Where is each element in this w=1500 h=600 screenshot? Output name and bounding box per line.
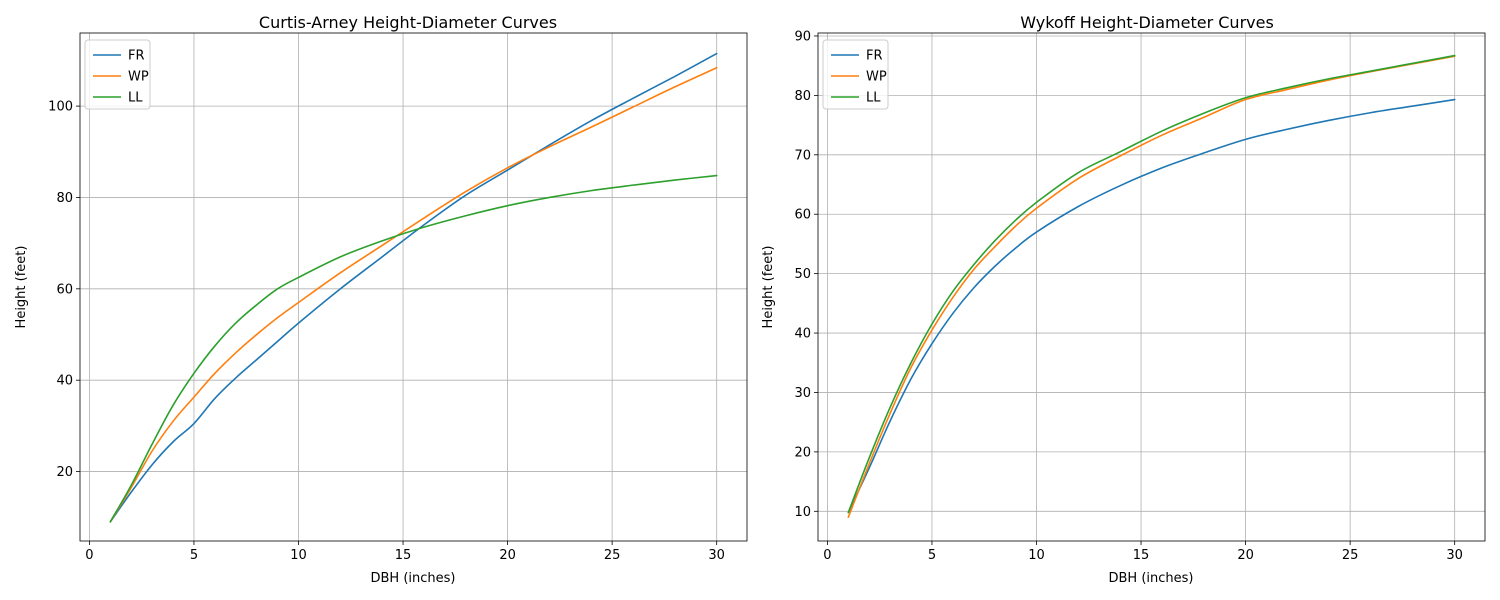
legend-item-wp: WP <box>831 70 887 85</box>
legend: FR WP LL <box>84 39 151 110</box>
y-tick-label: 70 <box>794 148 811 163</box>
y-tick-label: 20 <box>794 445 811 460</box>
x-tick-label: 20 <box>1237 548 1254 563</box>
legend-box <box>822 39 889 110</box>
y-axis: 20 40 60 80 100 <box>48 100 80 480</box>
legend: FR WP LL <box>822 39 889 110</box>
x-tick-label: 0 <box>823 548 831 563</box>
y-tick-label: 40 <box>794 327 811 342</box>
legend-box <box>84 39 151 110</box>
legend-item-wp: WP <box>93 70 149 85</box>
plot-frame <box>817 32 1486 542</box>
x-tick-label: 15 <box>1133 548 1150 563</box>
legend-item-fr: FR <box>831 49 883 64</box>
y-axis-label: Height (feet) <box>14 246 29 329</box>
series-line-wp <box>109 66 718 523</box>
y-tick-label: 80 <box>794 89 811 104</box>
legend-label: LL <box>866 91 881 106</box>
series-line-wp <box>847 55 1456 519</box>
x-tick-label: 5 <box>190 548 198 563</box>
x-tick-label: 25 <box>604 548 621 563</box>
y-tick-label: 30 <box>794 386 811 401</box>
y-tick-label: 60 <box>794 208 811 223</box>
y-tick-label: 10 <box>794 505 811 520</box>
y-axis: 10 20 30 40 50 60 70 80 90 <box>794 29 818 520</box>
x-tick-label: 20 <box>499 548 516 563</box>
chart-curtis-arney: Curtis-Arney Height-Diameter Curves 0 5 10… <box>14 13 748 586</box>
chart-wykoff: Wykoff Height-Diameter Curves 0 5 10 15 20 25… <box>761 13 1486 586</box>
x-axis: 0 5 10 15 20 25 30 <box>823 541 1463 563</box>
grid <box>80 33 747 541</box>
series-layer <box>847 54 1456 519</box>
legend-item-ll: LL <box>831 91 881 106</box>
legend-label: FR <box>866 49 883 64</box>
series-line-fr <box>847 98 1456 514</box>
legend-label: LL <box>128 91 143 106</box>
y-tick-label: 50 <box>794 267 811 282</box>
x-tick-label: 10 <box>1028 548 1045 563</box>
x-axis-label: DBH (inches) <box>371 571 456 586</box>
x-tick-label: 25 <box>1342 548 1359 563</box>
x-tick-label: 30 <box>708 548 725 563</box>
x-tick-label: 30 <box>1446 548 1463 563</box>
series-line-fr <box>109 52 718 523</box>
chart-title: Wykoff Height-Diameter Curves <box>1020 13 1274 32</box>
legend-label: WP <box>128 70 149 85</box>
x-axis-label: DBH (inches) <box>1109 571 1194 586</box>
legend-item-fr: FR <box>93 49 145 64</box>
y-tick-label: 100 <box>48 100 73 115</box>
legend-item-ll: LL <box>93 91 143 106</box>
x-tick-label: 0 <box>85 548 93 563</box>
series-line-ll <box>847 54 1456 514</box>
x-tick-label: 15 <box>395 548 412 563</box>
series-layer <box>109 52 718 523</box>
x-tick-label: 5 <box>928 548 936 563</box>
y-tick-label: 90 <box>794 29 811 44</box>
series-line-ll <box>109 174 718 523</box>
y-tick-label: 20 <box>56 465 73 480</box>
legend-label: FR <box>128 49 145 64</box>
y-tick-label: 60 <box>56 282 73 297</box>
y-tick-label: 40 <box>56 374 73 389</box>
grid <box>818 33 1485 541</box>
x-axis: 0 5 10 15 20 25 30 <box>85 541 725 563</box>
plot-frame <box>79 32 748 542</box>
y-axis-label: Height (feet) <box>761 246 776 329</box>
chart-title: Curtis-Arney Height-Diameter Curves <box>259 13 557 32</box>
legend-label: WP <box>866 70 887 85</box>
x-tick-label: 10 <box>290 548 307 563</box>
y-tick-label: 80 <box>56 191 73 206</box>
